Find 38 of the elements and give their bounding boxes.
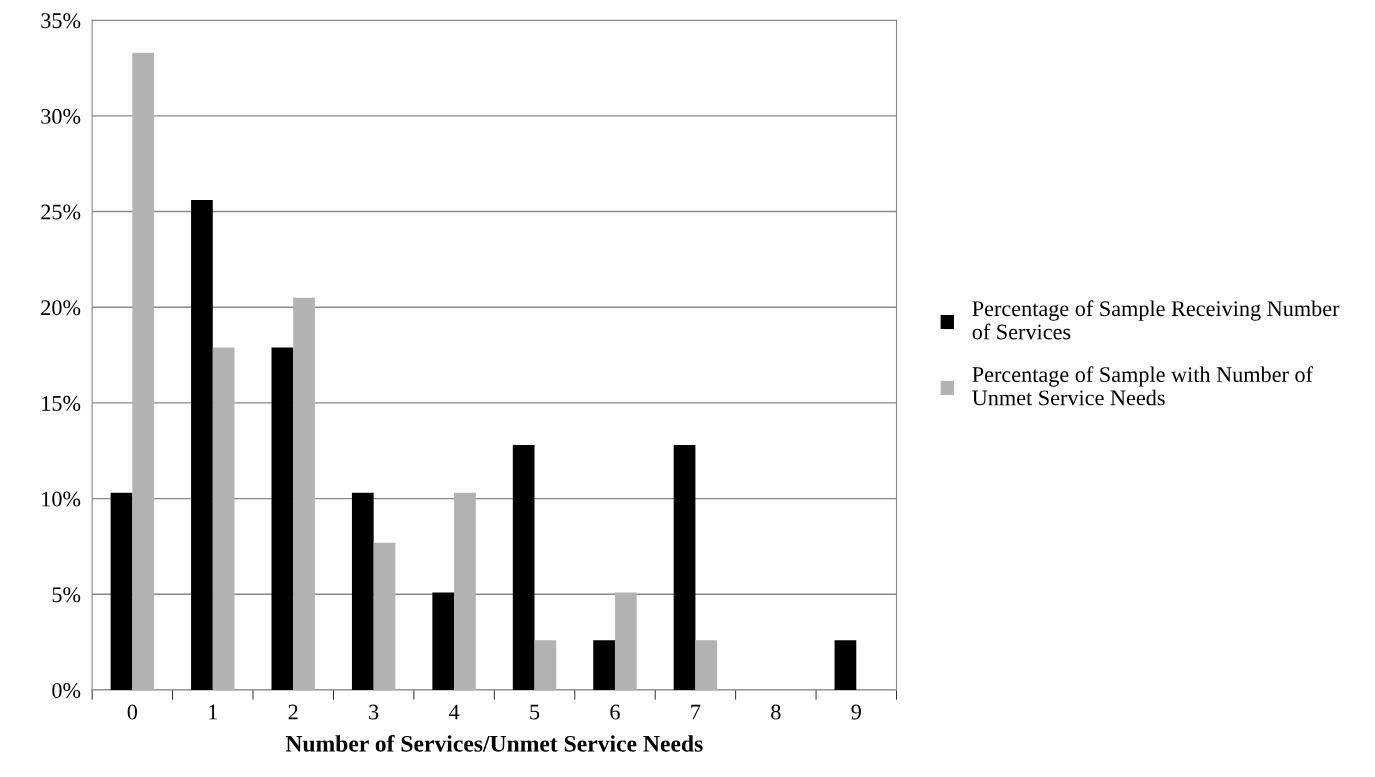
x-tick-label: 7	[691, 704, 701, 720]
x-tick-label: 8	[771, 704, 781, 720]
legend-label: Percentage of Sample with Number of Unmet Service Needs	[972, 366, 1313, 406]
y-tick-label: 20%	[41, 300, 81, 316]
bar	[191, 200, 213, 690]
bar	[695, 640, 718, 690]
bar	[132, 52, 155, 690]
y-tick-label: 35%	[41, 13, 81, 29]
bar	[351, 492, 374, 690]
bar	[293, 297, 315, 690]
bar	[614, 592, 637, 690]
y-tick-label: 15%	[42, 395, 81, 411]
x-tick-label: 2	[288, 704, 298, 720]
x-tick-label: 6	[610, 704, 620, 720]
bar	[432, 592, 455, 690]
y-tick-label: 10%	[42, 491, 81, 507]
bar	[373, 542, 396, 690]
bar	[673, 445, 696, 690]
bar	[512, 445, 535, 690]
x-axis-title: Number of Services/Unmet Service Needs	[285, 734, 703, 752]
bar	[212, 347, 235, 690]
y-tick-label: 25%	[41, 204, 81, 220]
x-tick-label: 5	[530, 704, 540, 720]
x-tick-label: 3	[369, 704, 379, 720]
y-tick-label: 0%	[52, 682, 81, 698]
bar	[271, 347, 294, 690]
x-tick-label: 9	[851, 704, 861, 720]
bar	[110, 492, 133, 690]
bar	[593, 640, 615, 690]
legend-label: Percentage of Sample Receiving Number of Services	[972, 300, 1340, 340]
y-tick-label: 30%	[41, 108, 81, 124]
bar	[834, 640, 857, 690]
x-tick-label: 0	[127, 704, 138, 720]
bar	[454, 492, 476, 690]
x-tick-label: 1	[209, 704, 217, 720]
bar	[534, 640, 557, 690]
x-tick-label: 4	[448, 704, 460, 720]
y-tick-label: 5%	[52, 587, 81, 603]
